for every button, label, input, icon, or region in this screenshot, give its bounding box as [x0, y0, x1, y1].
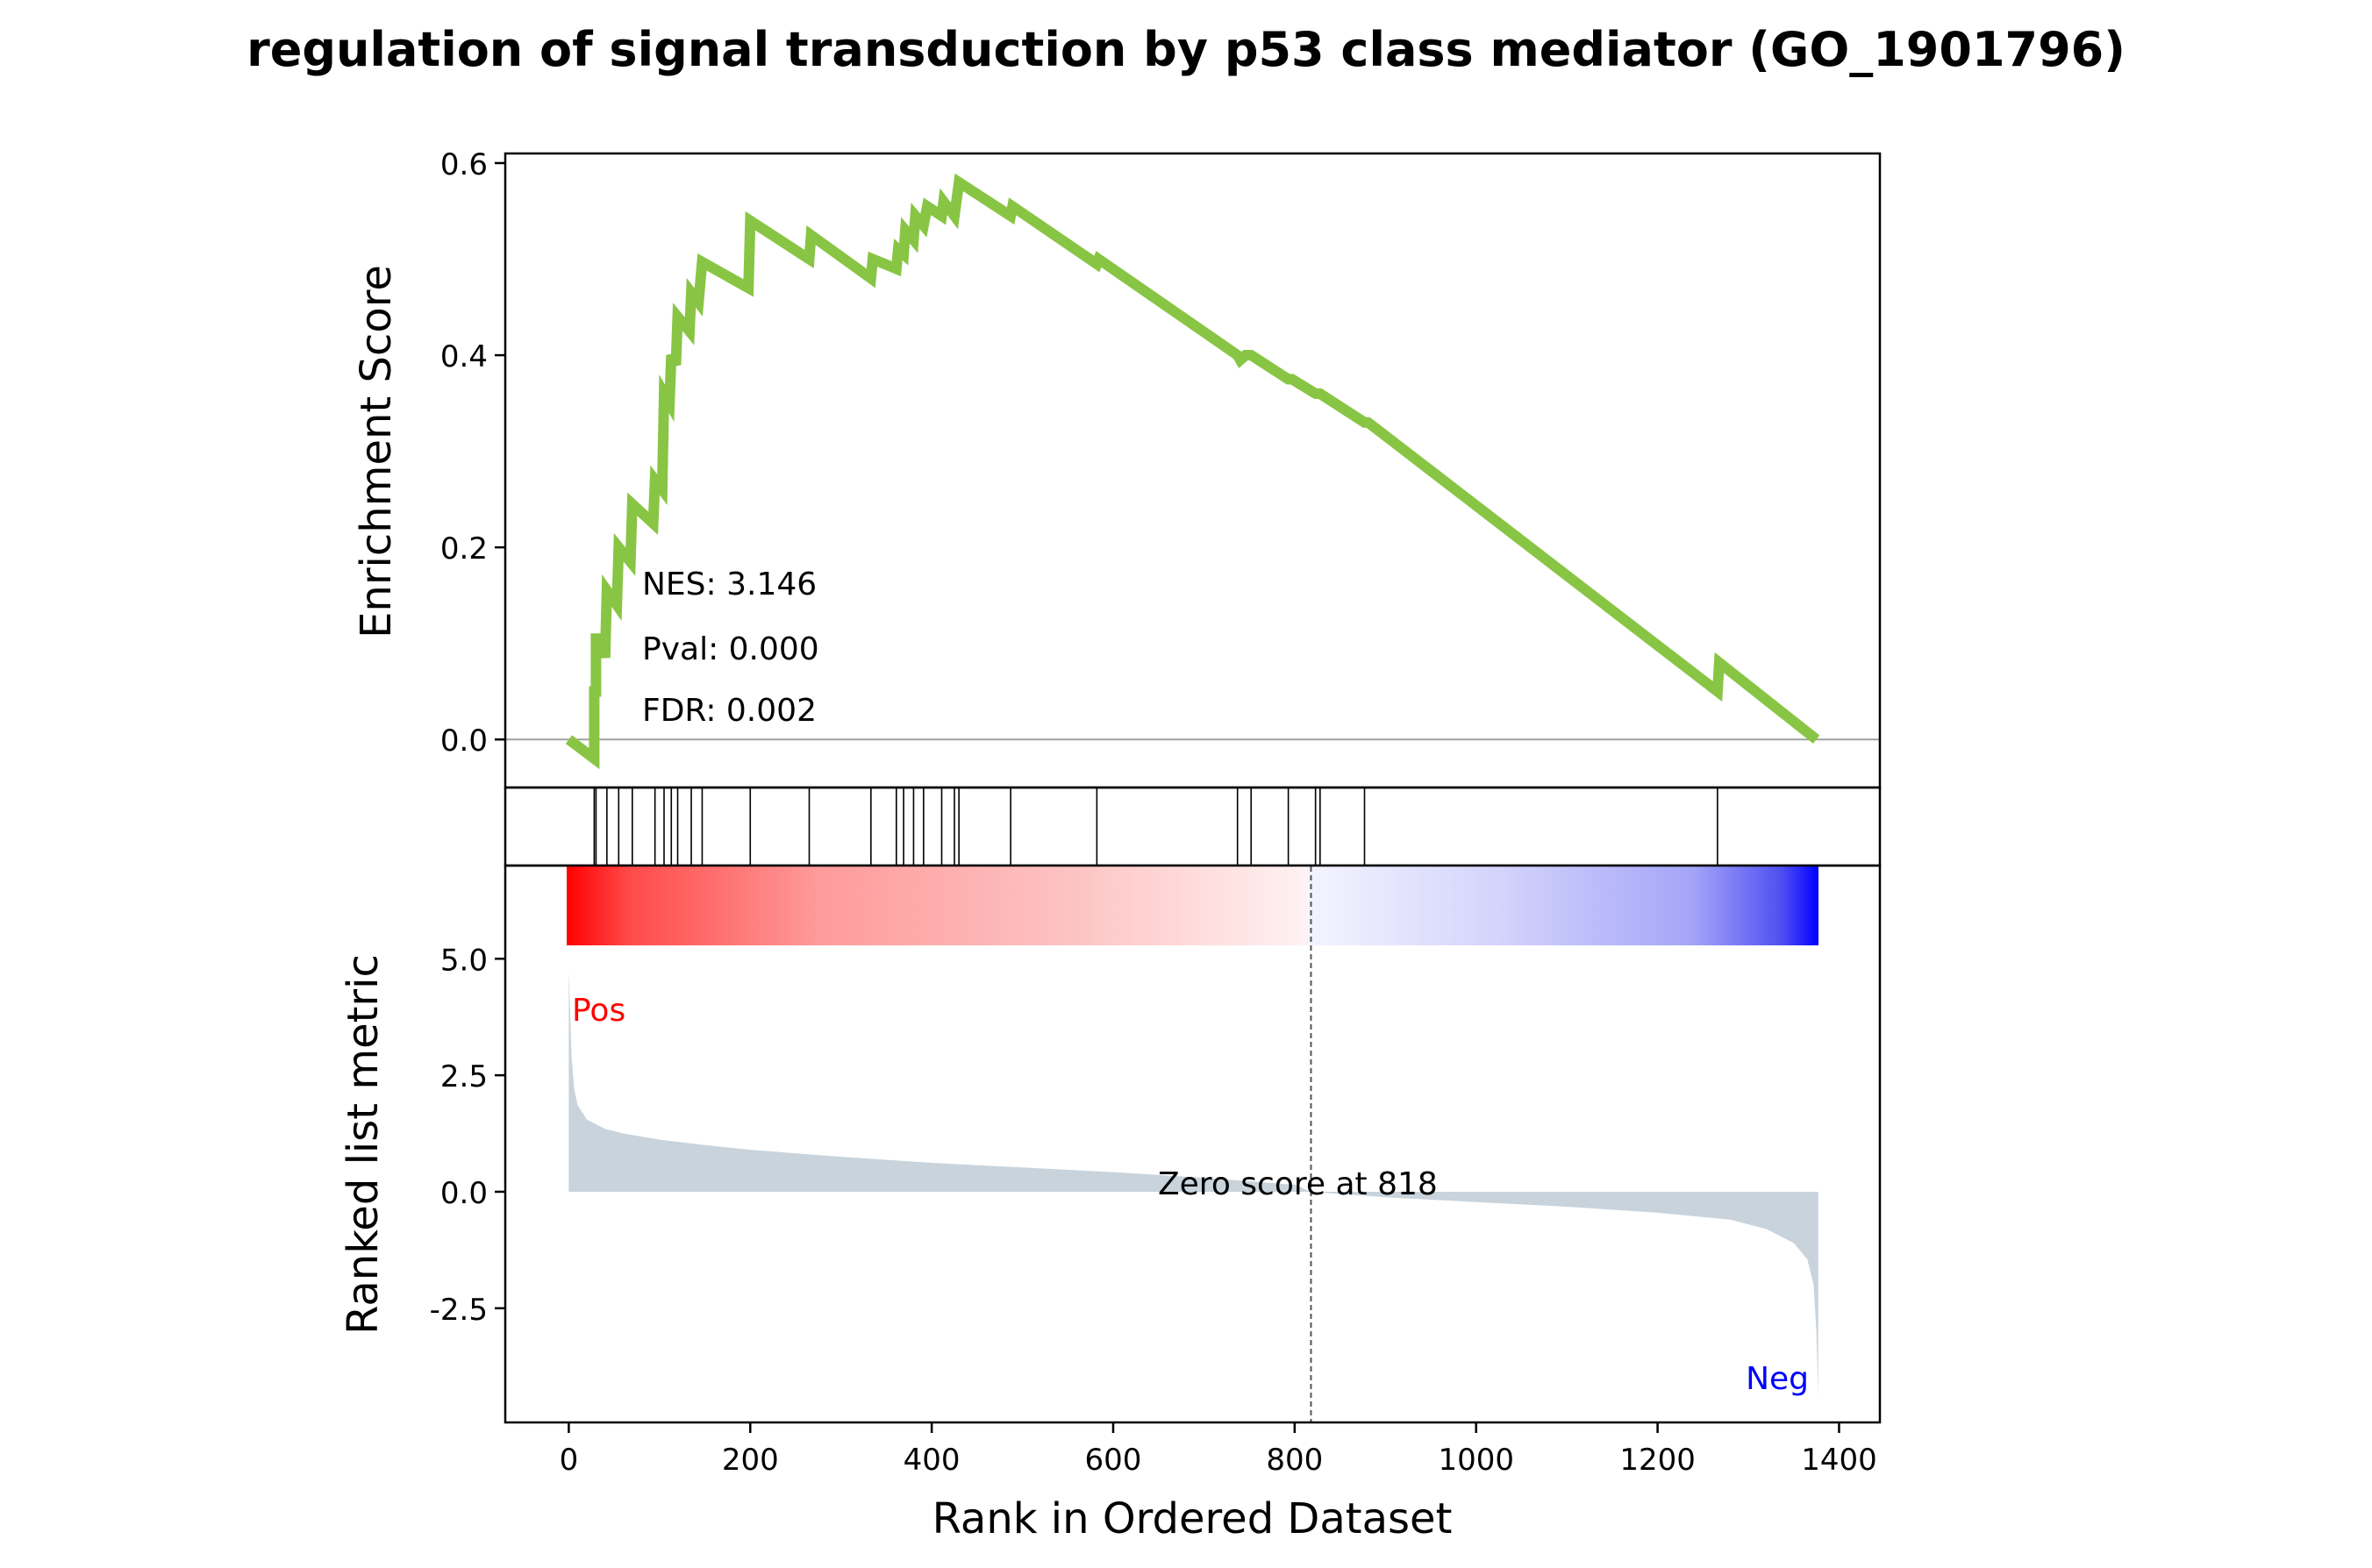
es-y-tick-label: 0.6 [440, 147, 488, 182]
pval-text: Pval: 0.000 [642, 631, 819, 667]
gene-hit-lines [593, 788, 1718, 866]
es-y-axis-ticks: 0.0 0.2 0.4 0.6 [440, 147, 505, 759]
metric-y-tick-label: 0.0 [440, 1176, 488, 1211]
x-tick-label: 1400 [1801, 1443, 1877, 1478]
x-axis-ticks: 0 200 400 600 800 1000 1200 1400 [560, 1422, 1877, 1478]
zero-score-text: Zero score at 818 [1158, 1166, 1438, 1202]
x-tick-label: 0 [560, 1443, 579, 1478]
metric-y-tick-label: -2.5 [430, 1293, 488, 1328]
x-tick-label: 400 [904, 1443, 961, 1478]
hits-panel [504, 786, 1882, 867]
x-tick-label: 800 [1266, 1443, 1323, 1478]
es-y-tick-label: 0.0 [440, 723, 488, 759]
metric-y-axis-label: Ranked list metric [339, 954, 388, 1335]
fdr-text: FDR: 0.002 [642, 693, 817, 729]
es-y-axis-label: Enrichment Score [352, 265, 401, 638]
neg-label: Neg [1746, 1361, 1809, 1397]
rank-heatmap-bar [567, 866, 1818, 945]
metric-y-tick-label: 5.0 [440, 943, 488, 978]
ranked-metric-area [568, 970, 1818, 1397]
stats-annotations: NES: 3.146 Pval: 0.000 FDR: 0.002 [642, 567, 819, 729]
metric-panel-frame [504, 864, 1882, 1424]
x-tick-label: 600 [1085, 1443, 1142, 1478]
x-tick-label: 1200 [1619, 1443, 1696, 1478]
figure-title: regulation of signal transduction by p53… [246, 22, 2126, 77]
metric-y-axis-ticks: -2.5 0.0 2.5 5.0 [430, 943, 505, 1328]
ranked-metric-panel: Pos Neg Zero score at 818 -2.50.02.55.0 … [339, 864, 1882, 1543]
x-tick-label: 200 [722, 1443, 779, 1478]
x-axis-label: Rank in Ordered Dataset [932, 1494, 1453, 1543]
es-y-tick-label: 0.4 [440, 339, 488, 374]
enrichment-score-panel: NES: 3.146 Pval: 0.000 FDR: 0.002 0.0 0.2… [352, 147, 1882, 789]
x-tick-label: 1000 [1438, 1443, 1514, 1478]
hits-panel-frame [504, 786, 1882, 867]
metric-y-tick-label: 2.5 [440, 1059, 488, 1094]
nes-text: NES: 3.146 [642, 567, 817, 602]
enrichment-score-line [565, 173, 1820, 770]
es-y-tick-label: 0.2 [440, 531, 488, 567]
pos-label: Pos [572, 993, 625, 1029]
